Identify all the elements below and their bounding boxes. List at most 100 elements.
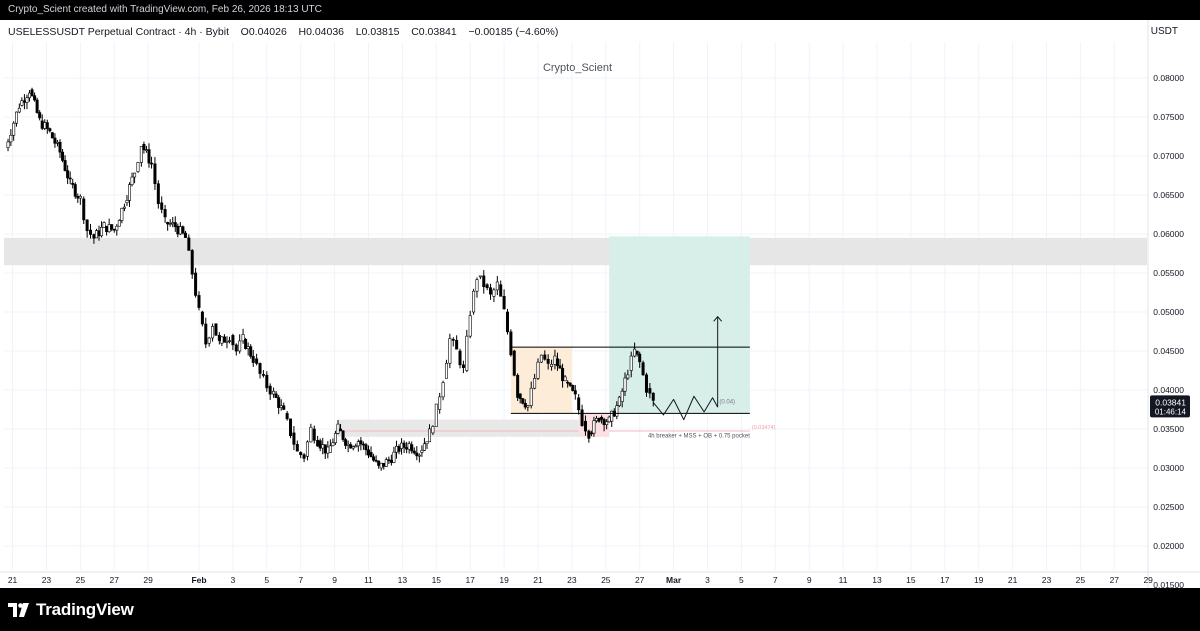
candle[interactable] xyxy=(502,296,506,310)
candle[interactable] xyxy=(139,146,143,163)
candle[interactable] xyxy=(222,336,226,343)
candle[interactable] xyxy=(346,443,350,446)
candle[interactable] xyxy=(282,405,286,410)
candle[interactable] xyxy=(244,338,248,349)
supply-zone[interactable] xyxy=(4,237,1147,266)
candle[interactable] xyxy=(318,440,322,449)
candle[interactable] xyxy=(73,184,77,197)
candle[interactable] xyxy=(50,132,54,139)
candle[interactable] xyxy=(341,430,345,440)
candle[interactable] xyxy=(200,311,204,325)
candle[interactable] xyxy=(197,295,201,308)
candle[interactable] xyxy=(115,225,119,231)
candle[interactable] xyxy=(228,340,232,342)
candle[interactable] xyxy=(505,311,509,333)
candle[interactable] xyxy=(53,137,57,144)
candle[interactable] xyxy=(425,441,429,445)
candle[interactable] xyxy=(482,275,486,288)
candle[interactable] xyxy=(410,444,414,452)
candle[interactable] xyxy=(130,176,134,185)
candle[interactable] xyxy=(58,141,62,153)
candle[interactable] xyxy=(602,419,606,425)
candle[interactable] xyxy=(125,200,129,204)
candle[interactable] xyxy=(478,275,482,278)
candle[interactable] xyxy=(30,89,34,96)
candle[interactable] xyxy=(518,393,522,399)
candle[interactable] xyxy=(369,452,373,458)
candle[interactable] xyxy=(573,390,577,395)
candle[interactable] xyxy=(181,226,185,234)
candle[interactable] xyxy=(461,364,465,368)
candle[interactable] xyxy=(241,334,245,342)
candle[interactable] xyxy=(272,390,276,395)
candle[interactable] xyxy=(344,439,348,446)
candle[interactable] xyxy=(623,377,627,392)
candle[interactable] xyxy=(85,219,89,232)
candle[interactable] xyxy=(354,445,358,448)
candle[interactable] xyxy=(400,442,404,449)
candle[interactable] xyxy=(168,223,172,225)
candle[interactable] xyxy=(231,335,235,346)
candle[interactable] xyxy=(204,323,208,345)
candle[interactable] xyxy=(187,237,191,251)
candle[interactable] xyxy=(641,362,645,376)
candle[interactable] xyxy=(638,353,642,363)
candle[interactable] xyxy=(225,341,229,343)
candle[interactable] xyxy=(407,443,411,450)
candle[interactable] xyxy=(265,374,269,389)
candle[interactable] xyxy=(78,196,82,199)
candle[interactable] xyxy=(27,92,31,99)
candle[interactable] xyxy=(150,162,154,165)
candle[interactable] xyxy=(292,432,296,445)
candle[interactable] xyxy=(444,362,448,379)
candle[interactable] xyxy=(465,335,469,371)
candle[interactable] xyxy=(120,207,124,221)
candle[interactable] xyxy=(349,444,353,449)
candle[interactable] xyxy=(261,374,265,376)
candle[interactable] xyxy=(40,120,44,129)
currency-label[interactable]: USDT xyxy=(1150,26,1178,37)
candle[interactable] xyxy=(183,232,187,238)
candle[interactable] xyxy=(97,230,101,237)
candle[interactable] xyxy=(592,420,596,434)
candle[interactable] xyxy=(15,111,19,124)
candle[interactable] xyxy=(568,382,572,386)
candle[interactable] xyxy=(274,393,278,398)
candle[interactable] xyxy=(571,385,575,391)
candle[interactable] xyxy=(499,284,503,297)
candle[interactable] xyxy=(580,409,584,426)
candle[interactable] xyxy=(246,346,250,349)
candle[interactable] xyxy=(539,354,543,363)
candle[interactable] xyxy=(176,225,180,235)
candle[interactable] xyxy=(100,227,104,237)
candle[interactable] xyxy=(211,326,215,339)
candle[interactable] xyxy=(475,279,479,292)
candle[interactable] xyxy=(110,224,114,230)
candle[interactable] xyxy=(356,441,360,447)
candle[interactable] xyxy=(521,398,525,404)
candle[interactable] xyxy=(417,454,421,457)
candle[interactable] xyxy=(217,334,221,341)
candle[interactable] xyxy=(92,234,96,239)
candle[interactable] xyxy=(309,426,313,443)
candle[interactable] xyxy=(509,331,513,356)
candle[interactable] xyxy=(405,447,409,450)
tradingview-logo[interactable]: TradingView xyxy=(8,600,134,620)
candle[interactable] xyxy=(299,452,303,456)
price-chart[interactable]: (0.04) (0.03474)4h breaker + MSS + OB + 0… xyxy=(0,20,1200,588)
candle[interactable] xyxy=(156,183,160,205)
candle[interactable] xyxy=(620,390,624,402)
candle[interactable] xyxy=(38,112,42,119)
candle[interactable] xyxy=(133,172,137,178)
candle[interactable] xyxy=(546,358,550,364)
candle[interactable] xyxy=(389,459,393,463)
candle[interactable] xyxy=(468,315,472,337)
target-box[interactable] xyxy=(609,236,750,414)
candle[interactable] xyxy=(117,220,121,227)
candle[interactable] xyxy=(455,339,459,350)
candle[interactable] xyxy=(160,202,164,210)
candle[interactable] xyxy=(326,446,330,454)
candle[interactable] xyxy=(438,396,442,410)
candle[interactable] xyxy=(102,222,106,228)
candle[interactable] xyxy=(633,348,637,357)
